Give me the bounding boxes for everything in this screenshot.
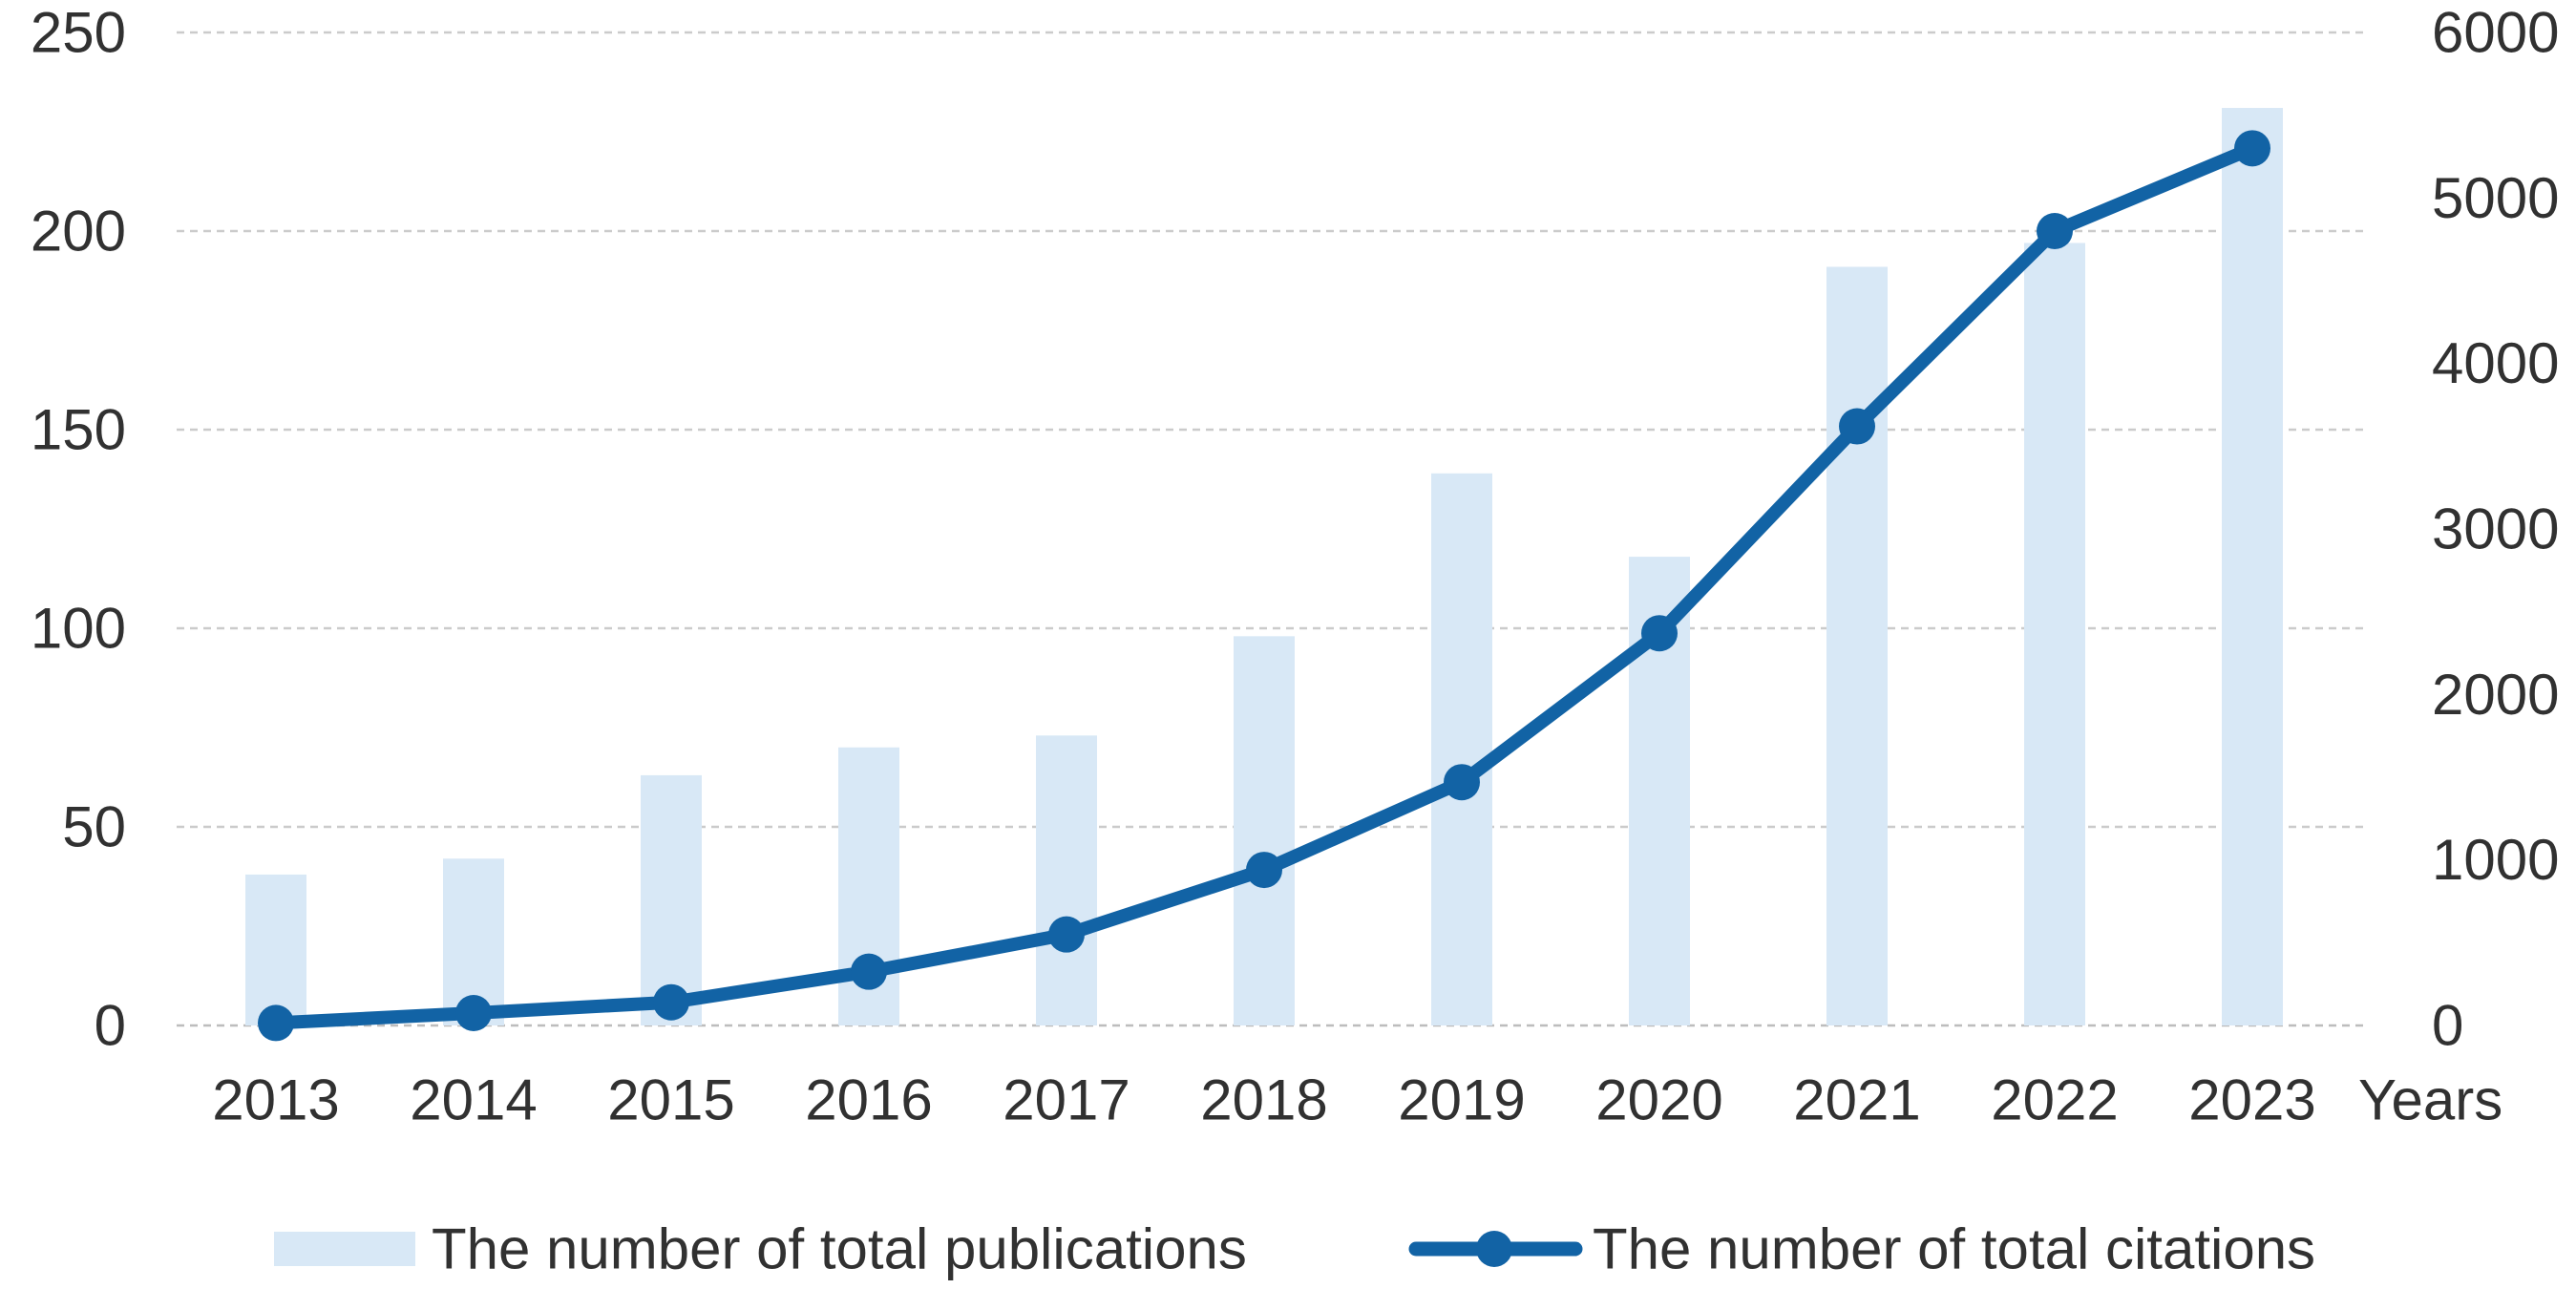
marker-2013: [258, 1004, 294, 1042]
bar-2021: [1826, 266, 1888, 1025]
right-tick-label-2000: 2000: [2432, 663, 2559, 727]
marker-2019: [1444, 764, 1480, 801]
marker-2020: [1641, 615, 1678, 652]
x-label-2015: 2015: [607, 1068, 734, 1132]
x-label-2013: 2013: [212, 1068, 339, 1132]
left-tick-label-0: 0: [95, 994, 126, 1058]
marker-2016: [851, 953, 887, 990]
bar-2015: [641, 774, 702, 1025]
left-tick-label-200: 200: [31, 200, 126, 264]
legend-marker-citations: [1476, 1231, 1512, 1267]
x-label-2017: 2017: [1003, 1068, 1130, 1132]
bar-2018: [1234, 636, 1295, 1025]
legend-swatch-publications: [274, 1232, 415, 1266]
right-tick-label-4000: 4000: [2432, 331, 2559, 395]
x-label-2016: 2016: [805, 1068, 932, 1132]
legend: The number of total publications The numb…: [274, 1217, 2315, 1281]
x-axis-labels: 2013 2014 2015 2016 2017 2018 2019 2020 2021 2022…: [212, 1068, 2315, 1132]
x-label-2020: 2020: [1595, 1068, 1722, 1132]
marker-2023: [2234, 130, 2270, 167]
right-axis-tick-labels: 0 1000 2000 3000 4000 5000 6000: [2432, 1, 2559, 1058]
left-tick-label-100: 100: [31, 597, 126, 661]
x-axis-title: Years: [2358, 1068, 2502, 1132]
x-label-2021: 2021: [1793, 1068, 1920, 1132]
left-axis-tick-labels: 0 50 100 150 200 250: [31, 1, 126, 1058]
x-label-2018: 2018: [1200, 1068, 1327, 1132]
bar-2019: [1431, 473, 1492, 1025]
x-label-2014: 2014: [410, 1068, 537, 1132]
bar-2013: [245, 874, 306, 1025]
legend-label-publications: The number of total publications: [432, 1217, 1247, 1281]
right-tick-label-1000: 1000: [2432, 828, 2559, 892]
marker-2021: [1839, 408, 1875, 445]
bar-2017: [1036, 735, 1097, 1025]
legend-label-citations: The number of total citations: [1593, 1217, 2315, 1281]
right-tick-label-3000: 3000: [2432, 497, 2559, 561]
bars-group: [245, 108, 2283, 1026]
line-markers-group: [258, 130, 2270, 1042]
marker-2015: [653, 983, 689, 1021]
right-tick-label-6000: 6000: [2432, 1, 2559, 65]
marker-2017: [1048, 916, 1085, 953]
right-tick-label-5000: 5000: [2432, 166, 2559, 230]
left-tick-label-150: 150: [31, 398, 126, 462]
left-tick-label-250: 250: [31, 1, 126, 65]
right-tick-label-0: 0: [2432, 994, 2463, 1058]
marker-2014: [455, 995, 492, 1031]
bar-2023: [2222, 108, 2283, 1026]
gridlines-group: [177, 31, 2368, 1027]
x-label-2022: 2022: [1991, 1068, 2118, 1132]
x-label-2023: 2023: [2188, 1068, 2315, 1132]
marker-2018: [1246, 852, 1282, 889]
x-label-2019: 2019: [1398, 1068, 1525, 1132]
left-tick-label-50: 50: [62, 795, 126, 859]
marker-2022: [2037, 213, 2073, 249]
bar-2022: [2024, 243, 2085, 1026]
